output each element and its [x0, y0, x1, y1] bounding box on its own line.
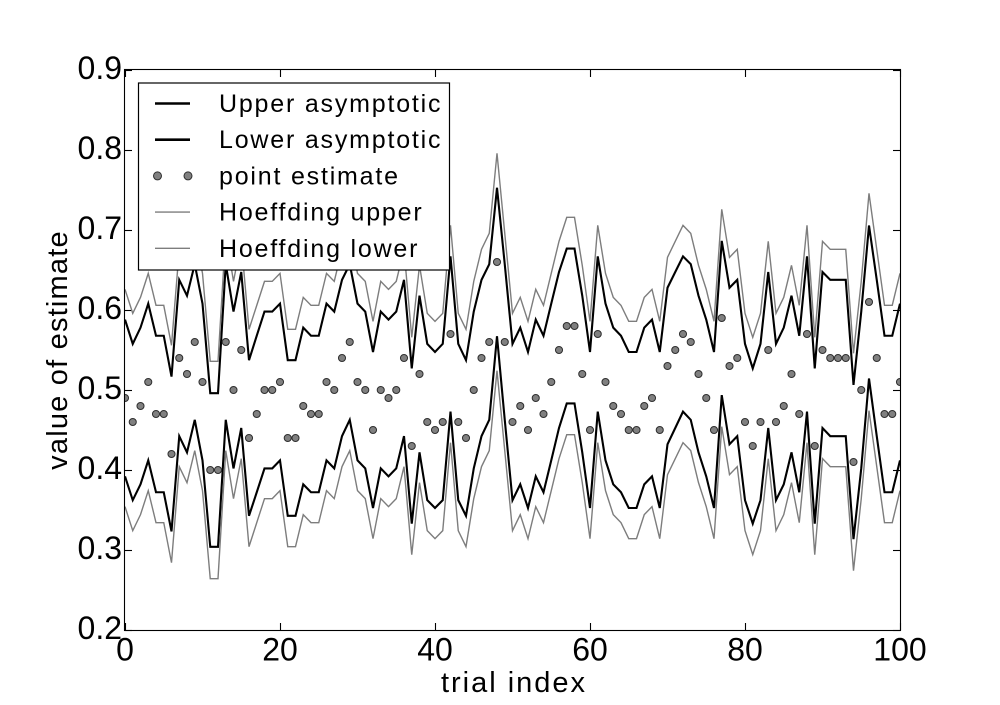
- svg-text:0.5: 0.5: [78, 370, 122, 406]
- svg-text:0.7: 0.7: [78, 210, 122, 246]
- svg-text:value of estimate: value of estimate: [42, 230, 74, 470]
- svg-text:0.2: 0.2: [78, 610, 122, 646]
- svg-text:40: 40: [417, 632, 453, 668]
- svg-text:0.9: 0.9: [78, 50, 122, 86]
- svg-text:0: 0: [116, 632, 134, 668]
- svg-text:Upper asymptotic: Upper asymptotic: [219, 90, 442, 118]
- svg-text:100: 100: [873, 632, 926, 668]
- svg-text:Lower asymptotic: Lower asymptotic: [219, 126, 442, 154]
- svg-text:point estimate: point estimate: [219, 162, 400, 190]
- svg-text:60: 60: [572, 632, 608, 668]
- svg-text:20: 20: [262, 632, 298, 668]
- svg-text:Hoeffding lower: Hoeffding lower: [219, 235, 419, 263]
- svg-text:Hoeffding upper: Hoeffding upper: [219, 199, 423, 227]
- svg-text:0.6: 0.6: [78, 290, 122, 326]
- svg-text:trial index: trial index: [441, 667, 587, 699]
- svg-text:80: 80: [727, 632, 763, 668]
- svg-text:0.4: 0.4: [78, 450, 122, 486]
- svg-text:0.8: 0.8: [78, 130, 122, 166]
- svg-text:0.3: 0.3: [78, 530, 122, 566]
